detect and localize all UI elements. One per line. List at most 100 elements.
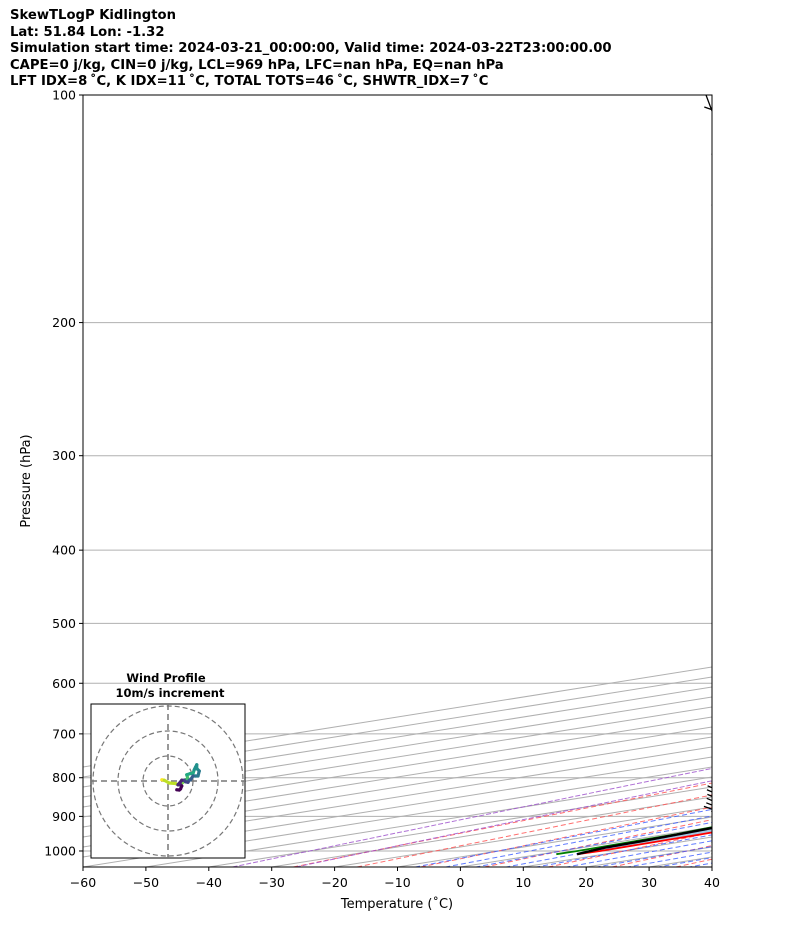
x-axis-ticks: −60 −50 −40 −30 −20 −10 0 10 20 30 40: [70, 867, 720, 890]
stability-indices-2: LFT IDX=8 ˚C, K IDX=11 ˚C, TOTAL TOTS=46…: [10, 74, 489, 89]
wind-barb: [711, 713, 740, 757]
barb-half-flag: [711, 162, 712, 163]
moist-adiabat: [503, 828, 712, 867]
hodograph-ring: [117, 730, 219, 832]
isotherm: [711, 866, 712, 867]
wind-barb: [711, 461, 738, 507]
barb-shaft: [711, 830, 712, 835]
x-tick-label: 20: [578, 875, 594, 890]
barb-shaft: [711, 548, 712, 551]
x-tick-label: 10: [515, 875, 531, 890]
barb-flag: [733, 713, 740, 723]
barb-half-flag: [733, 763, 737, 768]
barb-flag: [706, 789, 712, 793]
wind-barb: [711, 394, 712, 396]
wind-barbs: [703, 95, 745, 855]
barb-half-flag: [726, 509, 731, 513]
stability-indices-1: CAPE=0 j/kg, CIN=0 j/kg, LCL=969 hPa, LF…: [10, 57, 504, 73]
wind-barb: [706, 793, 712, 843]
isotherm: [334, 806, 712, 867]
barb-shaft: [711, 814, 712, 817]
barb-flag: [739, 747, 745, 758]
dry-adiabat: [675, 858, 712, 867]
barb-shaft: [711, 755, 712, 757]
reference-adiabat: [232, 767, 712, 867]
wind-barb: [703, 805, 712, 855]
barb-flag: [707, 793, 712, 798]
barb-shaft: [711, 147, 712, 155]
y-axis-label: Pressure (hPa): [19, 434, 34, 527]
wind-barb: [711, 805, 712, 808]
wind-barb: [711, 777, 724, 826]
profile-series: [556, 826, 712, 856]
reference-adiabat: [295, 780, 712, 867]
moist-adiabat: [473, 821, 712, 867]
barb-shaft: [711, 419, 712, 422]
x-tick-label: −60: [70, 875, 96, 890]
wind-barb: [711, 612, 728, 655]
barb-shaft: [711, 505, 712, 507]
barb-flag: [733, 754, 740, 764]
wind-barb: [711, 675, 742, 710]
barb-flag: [711, 200, 712, 202]
wind-barb: [711, 754, 740, 798]
barb-shaft: [711, 200, 712, 206]
wind-barb: [711, 643, 733, 684]
isotherm: [83, 706, 712, 808]
isotherm: [83, 716, 712, 818]
barb-half-flag: [739, 675, 742, 680]
wind-barb: [711, 776, 712, 778]
wind-profile-inset: Wind Profile 10m/s increment: [90, 671, 246, 859]
barb-flag: [706, 802, 712, 806]
barb-shaft: [711, 454, 712, 456]
dry-adiabat: [484, 819, 712, 867]
dry-adiabat: [420, 806, 712, 867]
wind-barb: [706, 785, 712, 835]
barb-shaft: [711, 246, 712, 250]
wind-barb: [711, 321, 730, 369]
isotherm-grid: [83, 666, 712, 867]
x-tick-label: 40: [704, 875, 720, 890]
x-tick-label: −50: [133, 875, 159, 890]
isotherm: [83, 736, 712, 838]
isotherm: [83, 696, 712, 798]
wind-barb: [711, 419, 712, 422]
isotherm: [586, 846, 712, 867]
x-tick-label: −20: [321, 875, 347, 890]
inset-subtitle: 10m/s increment: [116, 686, 225, 700]
isotherm: [208, 786, 712, 867]
dry-adiabat: [740, 95, 794, 867]
wind-barb: [704, 106, 712, 155]
barb-half-flag: [722, 778, 727, 782]
barb-flag: [720, 321, 730, 329]
moist-adiabat: [594, 845, 712, 867]
wind-barb: [711, 286, 712, 288]
moist-adiabat: [655, 857, 712, 867]
dry-adiabat: [611, 845, 712, 867]
barb-shaft: [711, 620, 712, 624]
x-tick-label: −40: [196, 875, 222, 890]
cape-area: [577, 828, 712, 855]
wind-barb: [711, 321, 712, 323]
wind-barb: [711, 454, 712, 456]
barb-shaft: [711, 587, 712, 589]
barb-half-flag: [729, 643, 733, 647]
cape-shading: [577, 828, 712, 855]
barb-flag: [730, 689, 738, 698]
wind-barb: [711, 747, 745, 788]
dry-adiabat: [548, 831, 712, 867]
isotherm: [397, 816, 712, 867]
isotherm: [83, 686, 712, 788]
barb-flag: [730, 461, 738, 470]
y-tick-label: 300: [52, 448, 76, 463]
barb-half-flag: [723, 612, 728, 616]
x-tick-label: −10: [384, 875, 410, 890]
dry-adiabat: [356, 794, 712, 867]
barb-flag: [704, 106, 712, 111]
barb-shaft: [711, 286, 712, 288]
isotherm: [83, 676, 712, 778]
barb-flag: [713, 777, 724, 783]
y-tick-label: 700: [52, 726, 76, 741]
moist-adiabat: [625, 851, 712, 867]
